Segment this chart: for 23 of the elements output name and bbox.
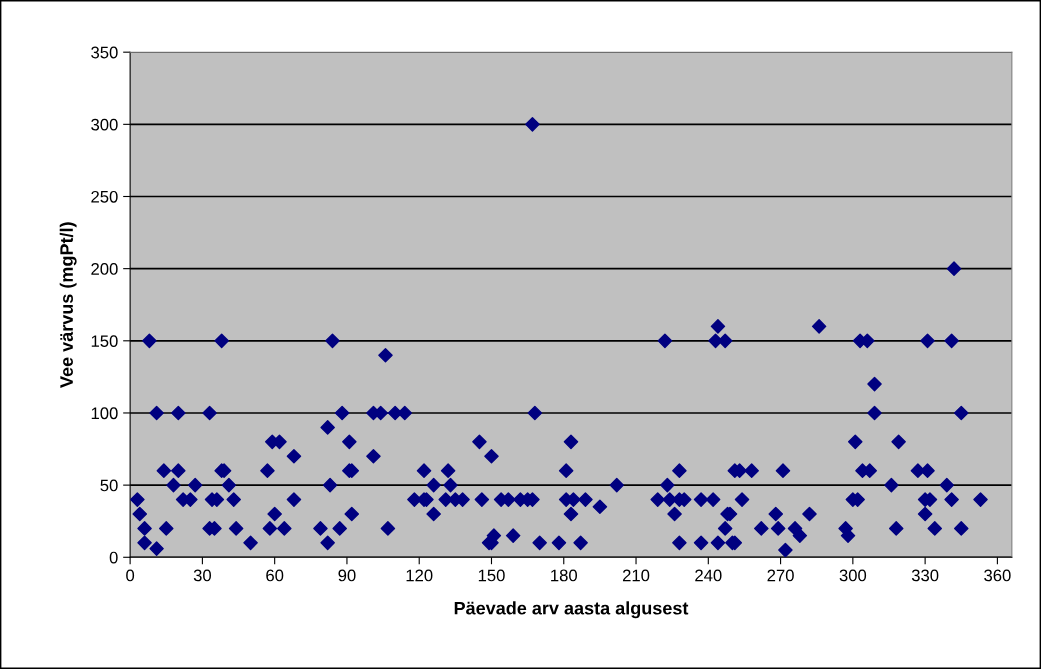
- y-axis-title: Vee värvus (mgPt/l): [59, 222, 77, 388]
- x-tick-label: 300: [839, 569, 867, 582]
- x-tick-label: 60: [266, 569, 284, 582]
- x-tick-label: 0: [126, 569, 135, 582]
- x-tick-label: 210: [622, 569, 650, 582]
- x-tick-label: 240: [695, 569, 722, 582]
- x-tick-label: 270: [767, 569, 794, 582]
- y-tick-label: 50: [100, 479, 118, 492]
- y-tick-label: 100: [91, 407, 118, 420]
- x-tick-label: 360: [984, 569, 1011, 582]
- x-tick-label: 90: [338, 569, 356, 582]
- y-tick-label: 200: [91, 263, 118, 275]
- y-tick-label: 250: [91, 190, 118, 203]
- x-tick-label: 330: [911, 569, 939, 582]
- y-tick-label: 350: [91, 46, 118, 59]
- y-tick-label: 150: [91, 335, 118, 348]
- y-tick-label: 0: [109, 551, 118, 564]
- x-tick-label: 120: [406, 569, 433, 582]
- y-tick-label: 300: [91, 118, 118, 131]
- x-tick-label: 180: [551, 569, 578, 582]
- x-tick-label: 30: [193, 569, 212, 582]
- x-axis-title: Päevade arv aasta algusest: [454, 601, 689, 619]
- x-tick-label: 150: [478, 569, 505, 582]
